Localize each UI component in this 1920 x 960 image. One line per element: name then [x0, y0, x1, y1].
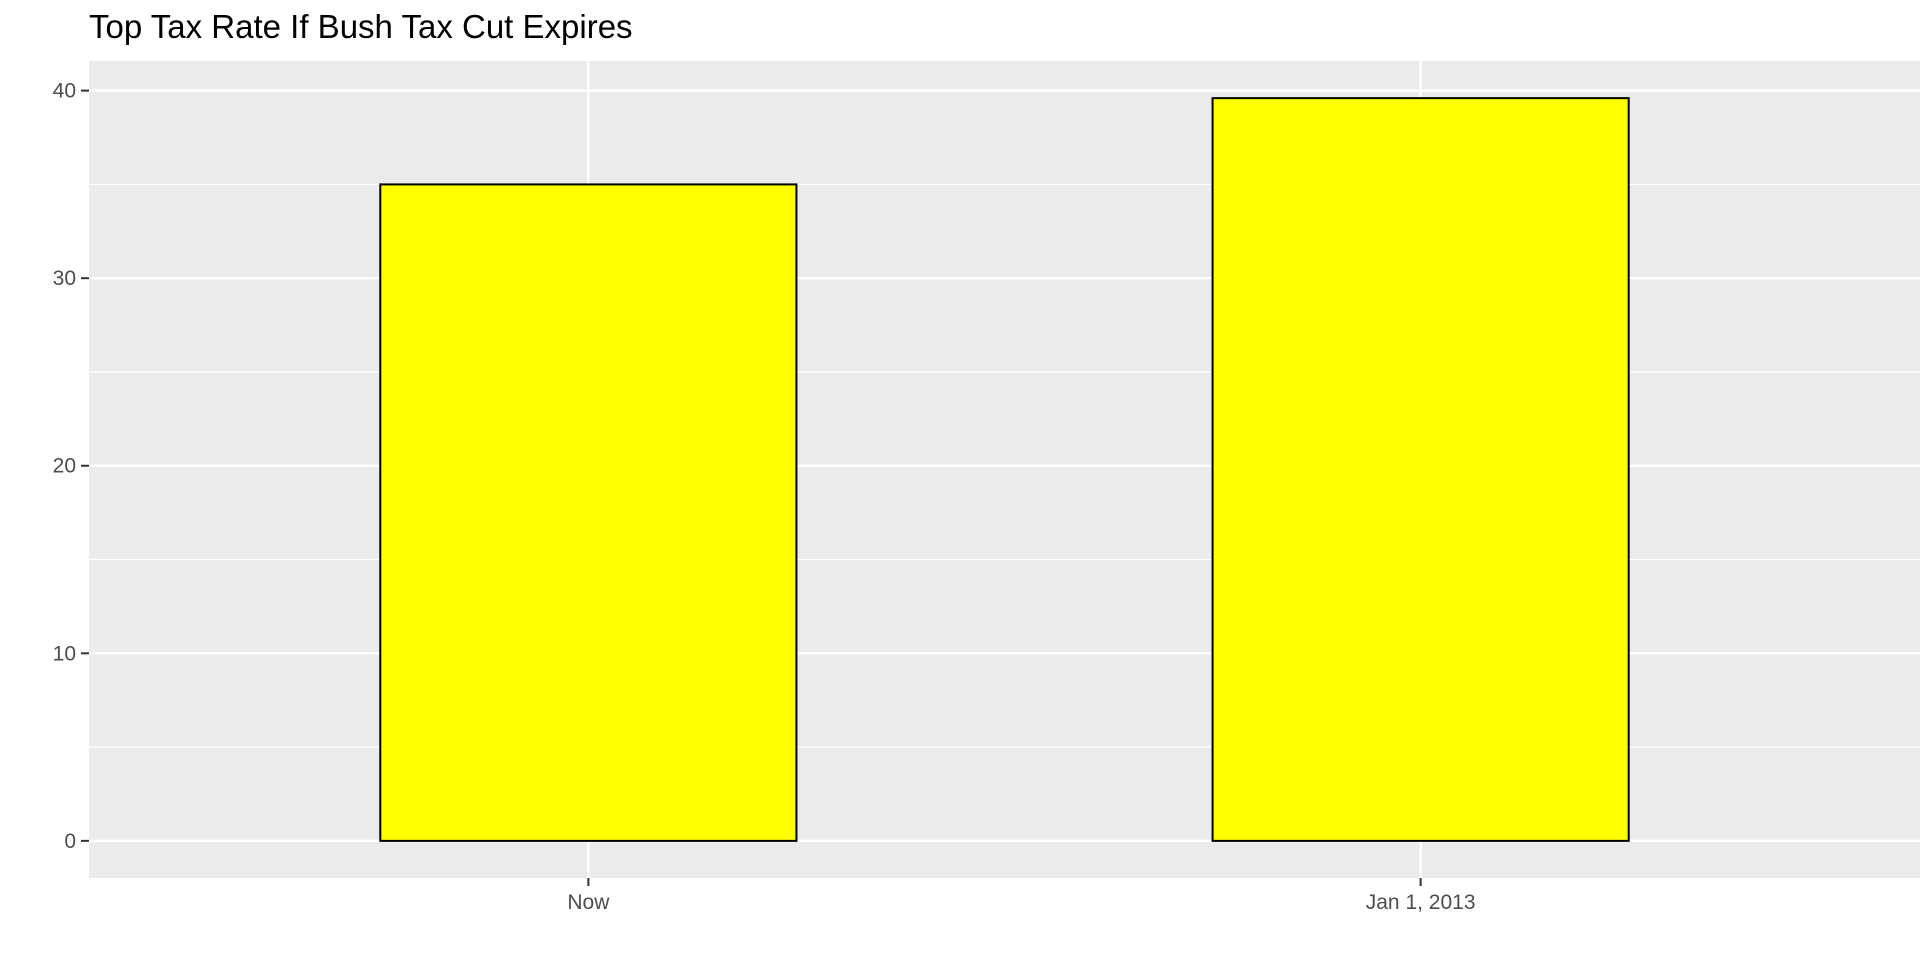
axis-layer: 0 10 20 30 40 Now Jan 1, 2013 [53, 80, 1476, 914]
y-tick-label: 30 [53, 267, 76, 290]
y-tick-label: 10 [53, 642, 76, 665]
y-tick-label: 40 [53, 80, 76, 103]
panel-layer [89, 61, 1920, 878]
x-tick-label: Now [567, 891, 610, 914]
panel-background [89, 61, 1920, 878]
chart-title: Top Tax Rate If Bush Tax Cut Expires [89, 8, 633, 45]
y-tick-label: 0 [64, 830, 76, 853]
bar [379, 183, 798, 842]
bar-layer [379, 97, 1630, 842]
x-tick-label: Jan 1, 2013 [1366, 891, 1476, 914]
bar [1211, 97, 1630, 842]
y-tick-label: 20 [53, 455, 76, 478]
